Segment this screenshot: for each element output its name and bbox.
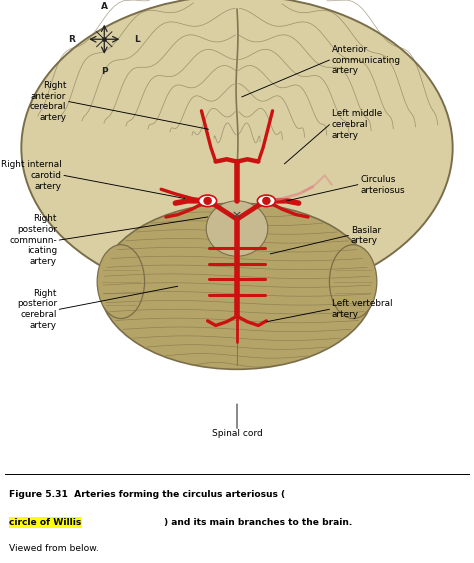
Text: Circulus
arteriosus: Circulus arteriosus [360,175,405,195]
Ellipse shape [21,0,453,300]
Text: Right
posterior
communn-
icating
artery: Right posterior communn- icating artery [9,214,57,266]
Text: Right
anterior
cerebral
artery: Right anterior cerebral artery [30,81,66,122]
Ellipse shape [100,203,374,369]
Text: ) and its main branches to the brain.: ) and its main branches to the brain. [164,518,352,527]
Circle shape [203,196,212,205]
Ellipse shape [199,195,217,207]
Ellipse shape [97,245,145,319]
Text: Viewed from below.: Viewed from below. [9,544,99,553]
Ellipse shape [329,245,377,319]
Text: Right
posterior
cerebral
artery: Right posterior cerebral artery [17,289,57,330]
Text: circle of Willis: circle of Willis [9,518,82,527]
Text: Left vertebral
artery: Left vertebral artery [332,300,392,319]
Ellipse shape [257,195,275,207]
Ellipse shape [206,201,268,256]
Text: Basilar
artery: Basilar artery [351,226,381,245]
Text: L: L [135,35,140,44]
Circle shape [262,196,271,205]
Text: Spinal cord: Spinal cord [211,430,263,439]
Text: Anterior
communicating
artery: Anterior communicating artery [332,45,401,75]
Text: Figure 5.31  Arteries forming the circulus arteriosus (: Figure 5.31 Arteries forming the circulu… [9,490,286,499]
Text: R: R [68,35,74,44]
Text: A: A [101,2,108,11]
Text: P: P [101,67,108,76]
Text: Right internal
carotid
artery: Right internal carotid artery [1,160,62,191]
Text: Left middle
cerebral
artery: Left middle cerebral artery [332,109,382,140]
